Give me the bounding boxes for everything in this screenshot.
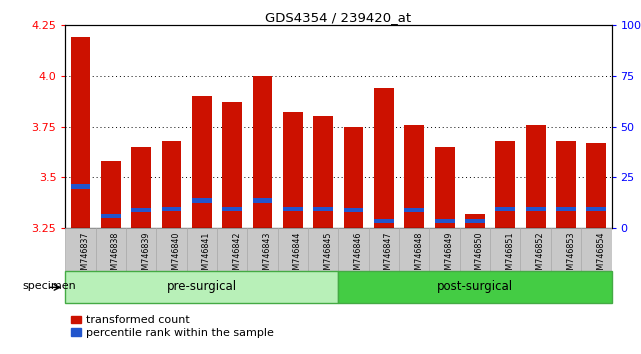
- Bar: [338, 228, 369, 271]
- Bar: [283, 206, 303, 211]
- Bar: [217, 228, 247, 271]
- Text: GSM746844: GSM746844: [293, 232, 302, 280]
- Bar: [429, 228, 460, 271]
- Title: GDS4354 / 239420_at: GDS4354 / 239420_at: [265, 11, 412, 24]
- Bar: [131, 147, 151, 228]
- Text: GSM746850: GSM746850: [475, 232, 484, 280]
- Bar: [374, 219, 394, 223]
- Bar: [162, 141, 181, 228]
- Text: specimen: specimen: [23, 281, 77, 291]
- Text: GSM746847: GSM746847: [384, 232, 393, 280]
- Text: GSM746854: GSM746854: [596, 232, 605, 280]
- Bar: [495, 206, 515, 211]
- Bar: [404, 208, 424, 212]
- Bar: [460, 228, 490, 271]
- Bar: [222, 102, 242, 228]
- Bar: [399, 228, 429, 271]
- Text: GSM746848: GSM746848: [414, 232, 423, 280]
- Bar: [283, 112, 303, 228]
- Bar: [222, 206, 242, 211]
- Bar: [435, 147, 454, 228]
- Text: GSM746852: GSM746852: [536, 232, 545, 280]
- Bar: [404, 125, 424, 228]
- Bar: [587, 206, 606, 211]
- Bar: [338, 271, 612, 303]
- Text: post-surgical: post-surgical: [437, 280, 513, 293]
- Bar: [156, 228, 187, 271]
- Bar: [526, 125, 545, 228]
- Bar: [490, 228, 520, 271]
- Bar: [278, 228, 308, 271]
- Bar: [126, 228, 156, 271]
- Bar: [551, 228, 581, 271]
- Text: pre-surgical: pre-surgical: [167, 280, 237, 293]
- Bar: [71, 37, 90, 228]
- Bar: [192, 96, 212, 228]
- Bar: [556, 206, 576, 211]
- Text: GSM746841: GSM746841: [202, 232, 211, 280]
- Bar: [192, 198, 212, 203]
- Bar: [253, 76, 272, 228]
- Text: GSM746840: GSM746840: [172, 232, 181, 280]
- Bar: [101, 214, 121, 218]
- Bar: [495, 141, 515, 228]
- Bar: [101, 161, 121, 228]
- Bar: [581, 228, 612, 271]
- Bar: [374, 88, 394, 228]
- Legend: transformed count, percentile rank within the sample: transformed count, percentile rank withi…: [71, 315, 274, 338]
- Bar: [556, 141, 576, 228]
- Bar: [253, 198, 272, 203]
- Bar: [308, 228, 338, 271]
- Bar: [587, 143, 606, 228]
- Bar: [313, 206, 333, 211]
- Bar: [465, 214, 485, 228]
- Bar: [435, 219, 454, 223]
- Bar: [369, 228, 399, 271]
- Text: GSM746845: GSM746845: [323, 232, 332, 280]
- Text: GSM746842: GSM746842: [232, 232, 241, 280]
- Bar: [344, 127, 363, 228]
- Text: GSM746837: GSM746837: [81, 232, 90, 280]
- Text: GSM746849: GSM746849: [445, 232, 454, 280]
- Text: GSM746846: GSM746846: [354, 232, 363, 280]
- Bar: [526, 206, 545, 211]
- Bar: [187, 228, 217, 271]
- Bar: [71, 184, 90, 189]
- Bar: [520, 228, 551, 271]
- Bar: [344, 208, 363, 212]
- Bar: [465, 219, 485, 223]
- Text: GSM746851: GSM746851: [505, 232, 514, 280]
- Text: GSM746839: GSM746839: [141, 232, 150, 280]
- Bar: [96, 228, 126, 271]
- Bar: [65, 271, 338, 303]
- Text: GSM746853: GSM746853: [566, 232, 575, 280]
- Text: GSM746838: GSM746838: [111, 232, 120, 280]
- Bar: [313, 116, 333, 228]
- Bar: [247, 228, 278, 271]
- Bar: [131, 208, 151, 212]
- Bar: [162, 206, 181, 211]
- Text: GSM746843: GSM746843: [263, 232, 272, 280]
- Bar: [65, 228, 96, 271]
